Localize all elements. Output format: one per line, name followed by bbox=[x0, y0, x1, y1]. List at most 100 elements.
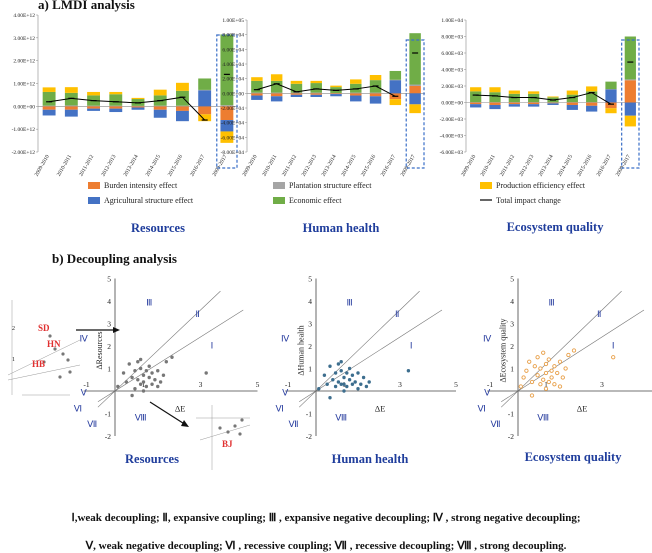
y-tick-label: 1 bbox=[107, 365, 111, 374]
data-point bbox=[353, 380, 357, 384]
bar-segment-plant bbox=[109, 105, 123, 107]
data-point bbox=[127, 362, 131, 366]
y-tick-label: 4 bbox=[510, 297, 514, 306]
x-axis-label: ΔE bbox=[375, 403, 386, 413]
region-label-III: Ⅲ bbox=[548, 298, 554, 308]
inset-data-point bbox=[68, 370, 72, 374]
x-tick-label: 2009-2017 bbox=[212, 154, 229, 178]
region-label-VI: Ⅵ bbox=[74, 403, 82, 413]
bar-segment-burden bbox=[624, 80, 636, 103]
y-tick-label: 4.00E+12 bbox=[13, 13, 35, 19]
bar-segment-plant bbox=[176, 105, 189, 107]
bar-segment-econ bbox=[489, 92, 501, 103]
data-point bbox=[406, 369, 411, 373]
bar-segment-burden bbox=[290, 93, 303, 95]
y-tick-label: 3 bbox=[107, 320, 111, 329]
bar-segment-econ bbox=[109, 94, 123, 106]
region-label-VII: Ⅶ bbox=[289, 419, 299, 429]
inset-data-point bbox=[240, 418, 244, 422]
bar-segment-plant bbox=[64, 105, 78, 107]
bar-segment-prod bbox=[153, 89, 167, 96]
data-point bbox=[150, 382, 154, 386]
inset-data-point bbox=[226, 430, 230, 434]
data-point bbox=[147, 364, 151, 368]
bar-segment-agri bbox=[389, 80, 402, 94]
region-label-II: Ⅱ bbox=[195, 309, 199, 319]
bar-segment-econ bbox=[389, 70, 402, 80]
bar-segment-agri bbox=[42, 109, 56, 116]
inset-data-point bbox=[42, 360, 46, 364]
y-tick-label: 1 bbox=[510, 365, 514, 374]
x-tick-label: 3 bbox=[398, 380, 402, 389]
bar-segment-econ bbox=[270, 80, 283, 93]
x-tick-label: 2012-2013 bbox=[518, 154, 535, 178]
chart-title: Human health bbox=[332, 452, 409, 466]
ratio-line-0.8 bbox=[299, 309, 443, 403]
bar-segment-burden bbox=[489, 102, 501, 105]
data-point bbox=[524, 368, 529, 373]
bar-segment-burden bbox=[470, 102, 482, 105]
data-point bbox=[116, 384, 120, 389]
y-tick-label: -6.00E+04 bbox=[221, 135, 245, 141]
x-tick-label: -1 bbox=[285, 380, 291, 389]
bar-segment-econ bbox=[586, 91, 598, 103]
x-tick-label: 2015-2016 bbox=[360, 154, 377, 178]
bar-segment-agri bbox=[508, 104, 520, 107]
region-label-III: Ⅲ bbox=[146, 298, 152, 308]
bar-segment-prod bbox=[489, 87, 501, 93]
data-point bbox=[141, 389, 146, 393]
total-impact-line bbox=[256, 83, 396, 97]
data-point bbox=[141, 373, 146, 377]
x-tick-label: 3 bbox=[600, 380, 604, 389]
bar-segment-prod bbox=[605, 108, 617, 114]
inset-line bbox=[7, 339, 81, 376]
bar-segment-prod bbox=[131, 97, 145, 100]
bar-segment-prod bbox=[42, 87, 56, 92]
y-tick-label: 4 bbox=[107, 297, 111, 306]
zoom-arrowhead bbox=[181, 420, 189, 427]
bar-segment-plant bbox=[198, 89, 212, 91]
data-point bbox=[153, 378, 157, 382]
bar-segment-agri bbox=[605, 89, 617, 103]
data-point bbox=[521, 375, 526, 380]
y-axis-label: ΔResources bbox=[95, 331, 104, 369]
chart-title: Human health bbox=[303, 221, 380, 235]
y-tick-label: 5 bbox=[308, 275, 312, 284]
y-tick-label: 1.00E+12 bbox=[13, 82, 35, 88]
y-tick-label: 4 bbox=[308, 297, 312, 306]
footer-line-1: Ⅰ,weak decoupling; Ⅱ, expansive coupling… bbox=[71, 512, 581, 524]
x-tick-label: 2015-2016 bbox=[167, 154, 184, 178]
bar-segment-agri bbox=[131, 107, 145, 110]
bar-segment-burden bbox=[605, 102, 617, 109]
bar-segment-prod bbox=[109, 91, 123, 95]
bar-segment-prod bbox=[350, 79, 362, 84]
data-point bbox=[359, 382, 363, 386]
x-tick-label: 2009-2017 bbox=[615, 154, 632, 178]
data-point bbox=[322, 373, 327, 377]
data-point bbox=[546, 379, 551, 385]
data-point bbox=[130, 393, 134, 398]
legend-label-plant: Plantation structure effect bbox=[289, 181, 372, 190]
y-tick-label: -2.00E+04 bbox=[221, 106, 245, 112]
data-point bbox=[555, 370, 560, 376]
inset-label-hb: HB bbox=[32, 359, 45, 369]
bar-segment-plant bbox=[624, 79, 636, 81]
legend-label-prod: Production efficiency effect bbox=[496, 181, 586, 190]
data-point bbox=[156, 369, 160, 373]
bar-segment-agri bbox=[489, 104, 501, 110]
y-tick-label: -2.00E+03 bbox=[440, 117, 464, 123]
y-tick-label: 2 bbox=[510, 342, 514, 351]
data-point bbox=[532, 364, 537, 369]
bar-segment-agri bbox=[220, 120, 234, 132]
data-point bbox=[538, 382, 543, 387]
bar-segment-prod bbox=[330, 85, 342, 88]
region-label-V: Ⅴ bbox=[484, 388, 491, 398]
legend-swatch-burden bbox=[88, 182, 100, 189]
y-tick-label: -2 bbox=[306, 432, 312, 441]
bar-segment-prod bbox=[176, 82, 189, 91]
bar-segment-plant bbox=[42, 105, 56, 107]
bar-segment-agri bbox=[586, 105, 598, 112]
footer-line-2: Ⅴ, weak negative decoupling; Ⅵ , recessi… bbox=[85, 540, 567, 552]
y-tick-label: 3.00E+12 bbox=[13, 36, 35, 42]
y-tick-label: 8.00E+04 bbox=[222, 33, 244, 39]
